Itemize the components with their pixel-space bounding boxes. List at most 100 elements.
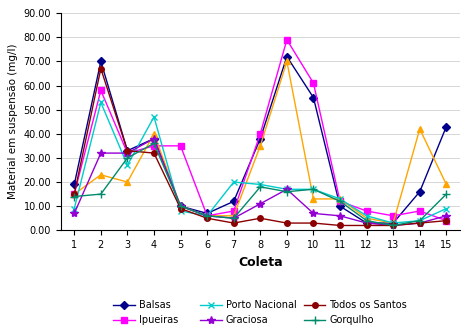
Line: Balsas: Balsas: [71, 54, 449, 226]
Graciosa: [390, 223, 396, 227]
Balsas: [204, 212, 210, 215]
Graciosa: [417, 221, 423, 225]
Todos os Santos: [364, 223, 370, 227]
Porto Nacional: [178, 209, 183, 213]
Legend: Balsas, Ipueiras, Serralheria, Porto Nacional, Graciosa, Todos os Santos, Gorqul: Balsas, Ipueiras, Serralheria, Porto Nac…: [113, 300, 407, 329]
Todos os Santos: [310, 221, 316, 225]
Gorqulho: [178, 204, 183, 208]
Gorqulho: [231, 216, 236, 220]
Todos os Santos: [284, 221, 290, 225]
Gorqulho: [417, 219, 423, 223]
Graciosa: [98, 151, 104, 155]
Serralheria: [98, 173, 104, 177]
Balsas: [444, 125, 449, 129]
Porto Nacional: [204, 214, 210, 218]
Gorqulho: [284, 190, 290, 194]
Todos os Santos: [151, 151, 157, 155]
Graciosa: [337, 214, 343, 218]
Gorqulho: [204, 214, 210, 218]
Gorqulho: [257, 185, 263, 189]
Graciosa: [204, 214, 210, 218]
Ipueiras: [337, 199, 343, 203]
Line: Ipueiras: Ipueiras: [71, 37, 449, 223]
Ipueiras: [204, 214, 210, 218]
Ipueiras: [151, 144, 157, 148]
Serralheria: [151, 132, 157, 136]
Serralheria: [417, 127, 423, 131]
Balsas: [284, 55, 290, 59]
Graciosa: [125, 151, 130, 155]
Serralheria: [284, 60, 290, 63]
Todos os Santos: [257, 216, 263, 220]
Graciosa: [310, 212, 316, 215]
Balsas: [71, 183, 77, 187]
Ipueiras: [417, 209, 423, 213]
Porto Nacional: [417, 219, 423, 223]
Graciosa: [71, 212, 77, 215]
Porto Nacional: [444, 207, 449, 211]
Ipueiras: [257, 132, 263, 136]
Balsas: [231, 199, 236, 203]
Todos os Santos: [417, 221, 423, 225]
Line: Gorqulho: Gorqulho: [70, 139, 451, 230]
Todos os Santos: [178, 207, 183, 211]
Porto Nacional: [310, 187, 316, 191]
Todos os Santos: [337, 223, 343, 227]
Ipueiras: [71, 192, 77, 196]
Gorqulho: [98, 192, 104, 196]
Ipueiras: [98, 89, 104, 92]
Ipueiras: [231, 209, 236, 213]
Line: Serralheria: Serralheria: [71, 59, 449, 226]
Line: Graciosa: Graciosa: [70, 135, 451, 230]
Balsas: [125, 149, 130, 153]
Graciosa: [444, 214, 449, 218]
Gorqulho: [444, 192, 449, 196]
Balsas: [417, 190, 423, 194]
Serralheria: [364, 216, 370, 220]
Gorqulho: [310, 187, 316, 191]
Porto Nacional: [337, 197, 343, 201]
Porto Nacional: [390, 221, 396, 225]
Ipueiras: [284, 38, 290, 42]
Gorqulho: [364, 219, 370, 223]
Graciosa: [364, 221, 370, 225]
Balsas: [337, 204, 343, 208]
Ipueiras: [125, 151, 130, 155]
Ipueiras: [444, 219, 449, 223]
Todos os Santos: [125, 149, 130, 153]
Serralheria: [337, 197, 343, 201]
Porto Nacional: [364, 214, 370, 218]
Serralheria: [125, 180, 130, 184]
Serralheria: [444, 183, 449, 187]
Ipueiras: [364, 209, 370, 213]
Porto Nacional: [151, 115, 157, 119]
X-axis label: Coleta: Coleta: [238, 256, 283, 268]
Serralheria: [390, 221, 396, 225]
Todos os Santos: [71, 192, 77, 196]
Gorqulho: [151, 141, 157, 145]
Y-axis label: Material em suspensão (mg/l): Material em suspensão (mg/l): [8, 44, 18, 199]
Balsas: [310, 96, 316, 100]
Serralheria: [71, 192, 77, 196]
Todos os Santos: [204, 216, 210, 220]
Graciosa: [151, 137, 157, 140]
Porto Nacional: [71, 207, 77, 211]
Porto Nacional: [257, 183, 263, 187]
Line: Porto Nacional: Porto Nacional: [71, 99, 450, 227]
Graciosa: [284, 187, 290, 191]
Ipueiras: [178, 144, 183, 148]
Todos os Santos: [444, 219, 449, 223]
Porto Nacional: [98, 100, 104, 104]
Porto Nacional: [125, 163, 130, 167]
Gorqulho: [71, 194, 77, 198]
Ipueiras: [310, 81, 316, 85]
Line: Todos os Santos: Todos os Santos: [71, 66, 449, 228]
Porto Nacional: [284, 187, 290, 191]
Todos os Santos: [390, 223, 396, 227]
Balsas: [257, 137, 263, 140]
Graciosa: [178, 204, 183, 208]
Balsas: [390, 221, 396, 225]
Serralheria: [310, 197, 316, 201]
Graciosa: [231, 216, 236, 220]
Balsas: [364, 221, 370, 225]
